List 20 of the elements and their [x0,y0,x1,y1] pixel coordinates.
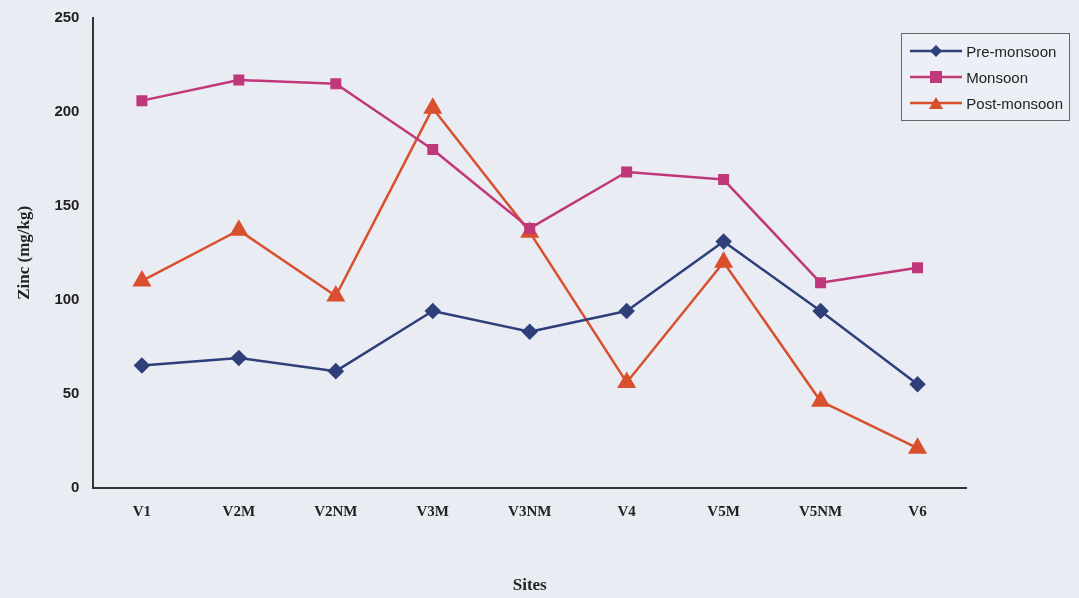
x-tick-label: V3M [416,503,450,520]
x-tick-label: V2NM [314,503,358,520]
x-tick-label: V4 [617,503,637,520]
y-tick-label: 150 [54,195,80,213]
y-tick-label: 200 [54,102,80,120]
x-tick-label: V2M [222,503,256,520]
y-tick-label: 50 [62,383,80,401]
legend-label: Monsoon [966,68,1028,86]
x-tick-label: V3NM [508,503,552,520]
y-axis-title: Zinc (mg/kg) [13,205,33,300]
x-axis-title: Sites [512,575,548,595]
legend-label: Pre-monsoon [966,42,1057,60]
x-tick-label: V1 [132,503,152,520]
y-tick-label: 100 [54,289,80,307]
y-tick-label: 0 [71,477,80,495]
x-tick-label: V5M [707,503,740,520]
x-tick-label: V6 [908,503,928,520]
x-tick-label: V5NM [798,503,843,520]
y-tick-label: 250 [54,8,80,26]
legend-label: Post-monsoon [966,94,1063,112]
